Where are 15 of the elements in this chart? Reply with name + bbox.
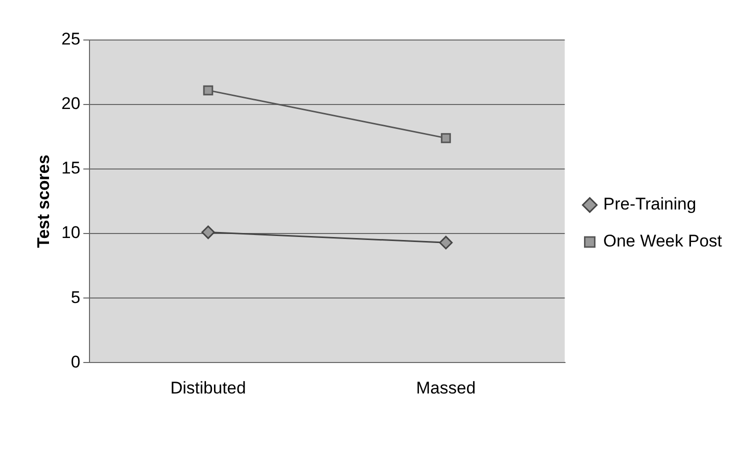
- y-tick-label: 10: [61, 223, 80, 242]
- point: [201, 226, 215, 240]
- y-tick-label: 0: [70, 352, 80, 372]
- legend-label: Pre-Training: [603, 194, 696, 214]
- point: [439, 236, 453, 250]
- y-tick-label: 15: [61, 158, 80, 178]
- y-axis-title: Test scores: [34, 154, 53, 248]
- y-tick-label: 25: [61, 30, 80, 49]
- legend-label: One Week Post: [603, 232, 722, 251]
- y-tick-label: 5: [70, 288, 80, 307]
- x-tick-label: Massed: [416, 378, 476, 398]
- point: [440, 133, 451, 144]
- x-tick-label: Distibuted: [170, 378, 246, 398]
- point: [203, 85, 214, 96]
- y-tick-label: 20: [61, 94, 80, 114]
